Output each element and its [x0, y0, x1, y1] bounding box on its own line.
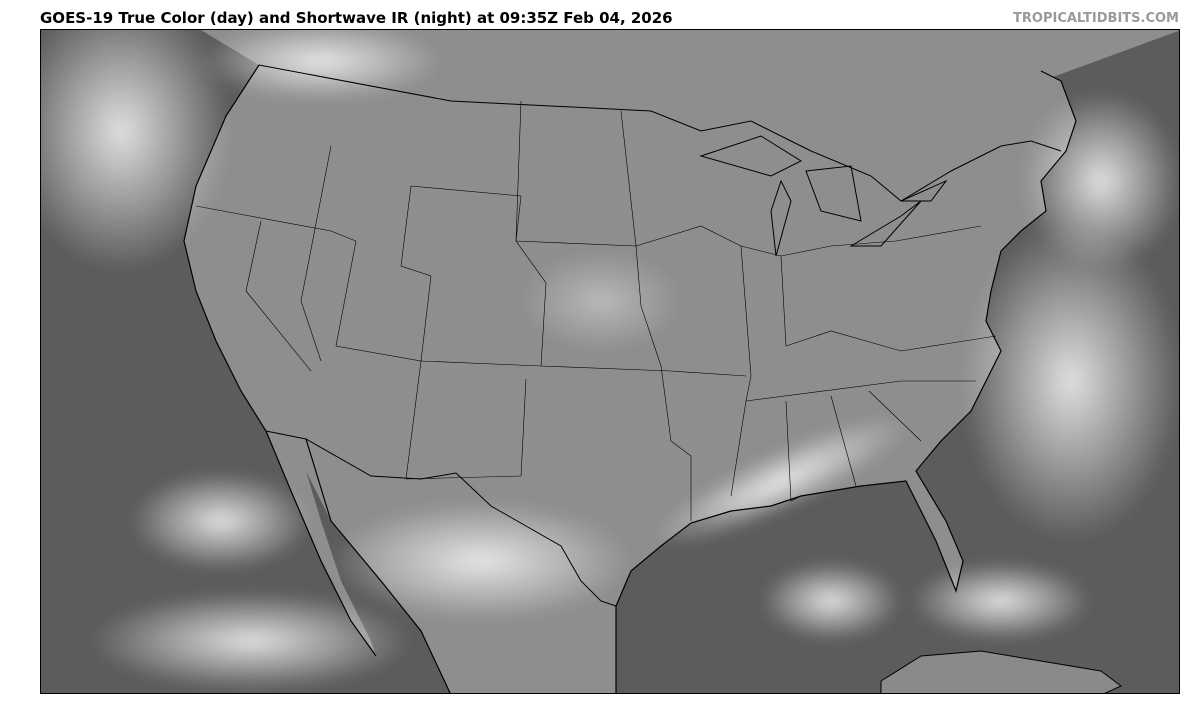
cuba: [880, 650, 1122, 693]
satellite-image: [41, 30, 1179, 693]
mexico-border: [265, 430, 617, 607]
map-title: GOES-19 True Color (day) and Shortwave I…: [40, 9, 673, 27]
great-lakes: [699, 135, 948, 257]
borders: [258, 64, 1062, 607]
cloud-cover: [41, 30, 1179, 691]
satellite-map: [40, 29, 1180, 694]
coastlines: [183, 64, 1077, 693]
canada-border: [258, 64, 1062, 202]
state-lines: [195, 100, 997, 521]
site-credit: TROPICALTIDBITS.COM: [1013, 11, 1179, 26]
